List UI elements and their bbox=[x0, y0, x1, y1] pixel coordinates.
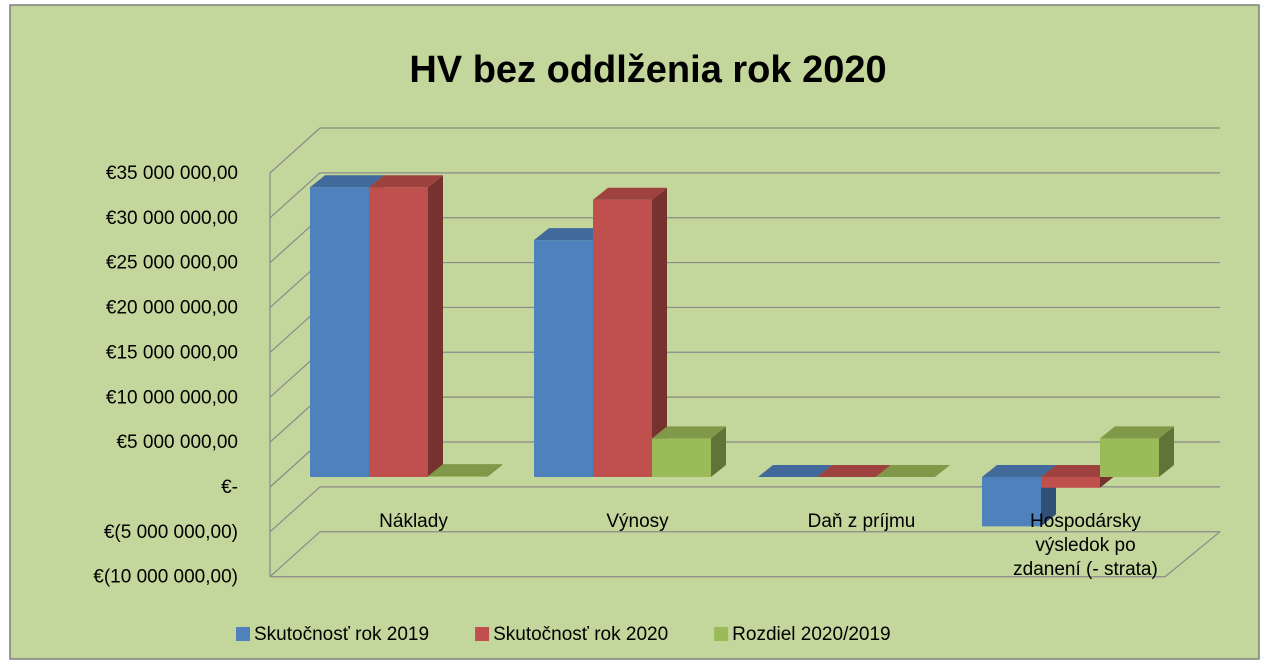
legend-label: Rozdiel 2020/2019 bbox=[732, 624, 890, 645]
bar-side bbox=[711, 426, 726, 477]
bar-top bbox=[817, 465, 891, 477]
grid-line bbox=[269, 127, 1220, 174]
bar-top bbox=[982, 465, 1056, 477]
bar bbox=[534, 240, 593, 477]
grid-line bbox=[269, 172, 1220, 219]
bar-side bbox=[428, 175, 443, 478]
bar-top bbox=[310, 175, 384, 188]
y-tick-label: €(10 000 000,00) bbox=[93, 567, 238, 588]
label-line: Hospodársky bbox=[1030, 511, 1141, 532]
bar bbox=[428, 476, 487, 477]
label-line: Daň z príjmu bbox=[808, 511, 916, 532]
bar-top bbox=[876, 465, 950, 477]
grid-line bbox=[269, 531, 1220, 578]
bar bbox=[369, 187, 428, 478]
x-tick-label: Daň z príjmu bbox=[808, 511, 916, 532]
label-line: výsledok po bbox=[1035, 535, 1135, 556]
y-tick-label: €10 000 000,00 bbox=[106, 387, 238, 408]
bar bbox=[652, 438, 711, 477]
grid-line bbox=[269, 486, 1220, 533]
bar-top bbox=[758, 465, 832, 477]
legend-swatch bbox=[714, 627, 729, 641]
bar bbox=[1041, 477, 1100, 488]
bar-side bbox=[487, 464, 502, 477]
bar-side bbox=[1159, 426, 1174, 477]
y-tick-label: €- bbox=[221, 477, 238, 498]
label-line: zdanení (- strata) bbox=[1013, 559, 1158, 580]
bar bbox=[1100, 438, 1159, 477]
legend-swatch bbox=[475, 627, 490, 641]
legend-swatch bbox=[236, 627, 250, 641]
y-tick-label: €25 000 000,00 bbox=[106, 253, 238, 274]
bar-side bbox=[652, 187, 667, 478]
label-line: Výnosy bbox=[606, 511, 669, 532]
legend-label: Skutočnosť rok 2019 bbox=[254, 624, 429, 645]
bar bbox=[310, 187, 369, 478]
y-tick-label: €30 000 000,00 bbox=[106, 208, 238, 229]
y-tick-label: €15 000 000,00 bbox=[106, 342, 238, 363]
y-tick-label: €35 000 000,00 bbox=[106, 163, 238, 184]
bar bbox=[982, 477, 1041, 527]
y-tick-label: €5 000 000,00 bbox=[116, 432, 238, 453]
bar-top bbox=[652, 426, 726, 439]
x-tick-label: Hospodársky výsledok po zdanení (- strata) bbox=[1013, 511, 1158, 580]
chart-title: HV bez oddlženia rok 2020 bbox=[409, 49, 886, 91]
x-tick-label: Náklady bbox=[379, 511, 448, 532]
bar-top bbox=[1041, 465, 1115, 477]
bar-top bbox=[593, 187, 667, 200]
bar bbox=[593, 199, 652, 478]
bar-top bbox=[428, 464, 502, 477]
floor-edge bbox=[270, 531, 1221, 578]
x-tick-label: Výnosy bbox=[606, 511, 669, 532]
bar-top bbox=[1100, 426, 1174, 439]
label-line: Náklady bbox=[379, 511, 448, 532]
y-tick-label: €(5 000 000,00) bbox=[104, 522, 238, 543]
legend-label: Skutočnosť rok 2020 bbox=[493, 624, 668, 645]
bar-top bbox=[534, 228, 608, 241]
bar-top bbox=[369, 175, 443, 188]
y-tick-label: €20 000 000,00 bbox=[106, 298, 238, 319]
